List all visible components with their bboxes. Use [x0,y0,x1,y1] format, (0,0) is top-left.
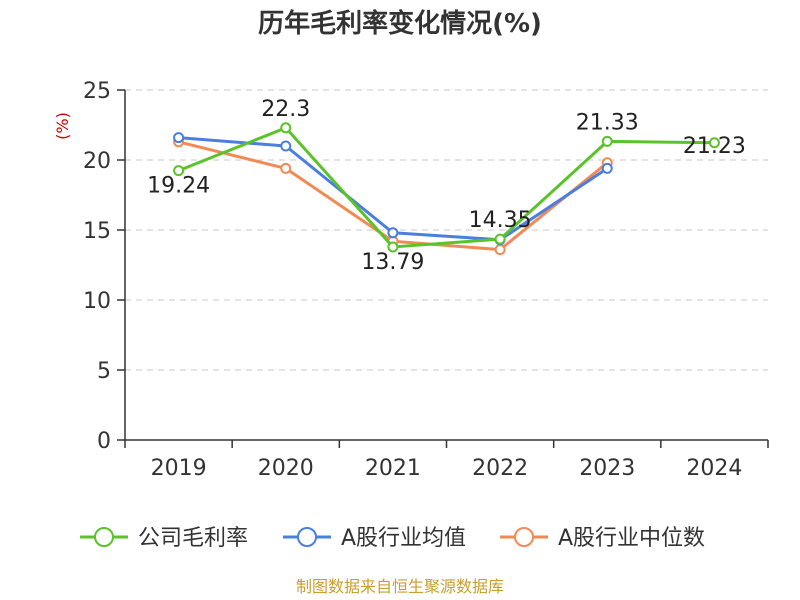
data-point [280,122,292,134]
y-tick-label: 5 [97,359,111,384]
data-point [601,162,613,174]
legend-marker [94,527,114,547]
legend-label: A股行业均值 [341,526,466,551]
data-label: 13.79 [361,250,424,275]
data-point [280,162,292,174]
data-labels: 19.24 22.3 13.79 14.35 21.33 21.23 [147,97,746,275]
source-note: 制图数据来自恒生聚源数据库 [296,577,504,596]
axes: 0 5 10 15 20 25 2019 2020 2021 2022 2023 2024 [83,79,769,481]
data-point [601,135,613,147]
data-point [173,165,185,177]
x-tick-label: 2022 [472,456,528,481]
series-lines [173,122,720,256]
legend-label: A股行业中位数 [558,526,705,551]
data-point [494,233,506,245]
x-tick-label: 2024 [686,456,742,481]
data-point [494,244,506,256]
legend-marker [514,527,534,547]
legend: 公司毛利率 A股行业均值 A股行业中位数 [80,526,705,551]
data-label: 21.33 [576,110,639,135]
x-tick-label: 2019 [151,456,207,481]
gridlines [125,89,768,371]
data-point [708,137,720,149]
data-label: 22.3 [261,97,310,122]
y-tick-label: 20 [83,149,111,174]
y-tick-label: 0 [97,429,111,454]
y-tick-label: 15 [83,219,111,244]
data-point [387,227,399,239]
data-label: 21.23 [683,134,746,159]
legend-label: 公司毛利率 [138,526,248,551]
x-tick-label: 2021 [365,456,421,481]
x-tick-label: 2023 [579,456,635,481]
y-axis-label: (%) [53,112,72,140]
data-point [387,241,399,253]
series-line [178,126,715,249]
legend-marker [297,527,317,547]
data-point [280,140,292,152]
data-label: 19.24 [147,174,210,199]
y-tick-label: 10 [83,289,111,314]
data-point [173,132,185,144]
chart-title: 历年毛利率变化情况(%) [258,8,542,39]
x-tick-label: 2020 [258,456,314,481]
data-label: 14.35 [469,208,532,233]
y-tick-label: 25 [83,79,111,104]
series-line [178,136,609,242]
